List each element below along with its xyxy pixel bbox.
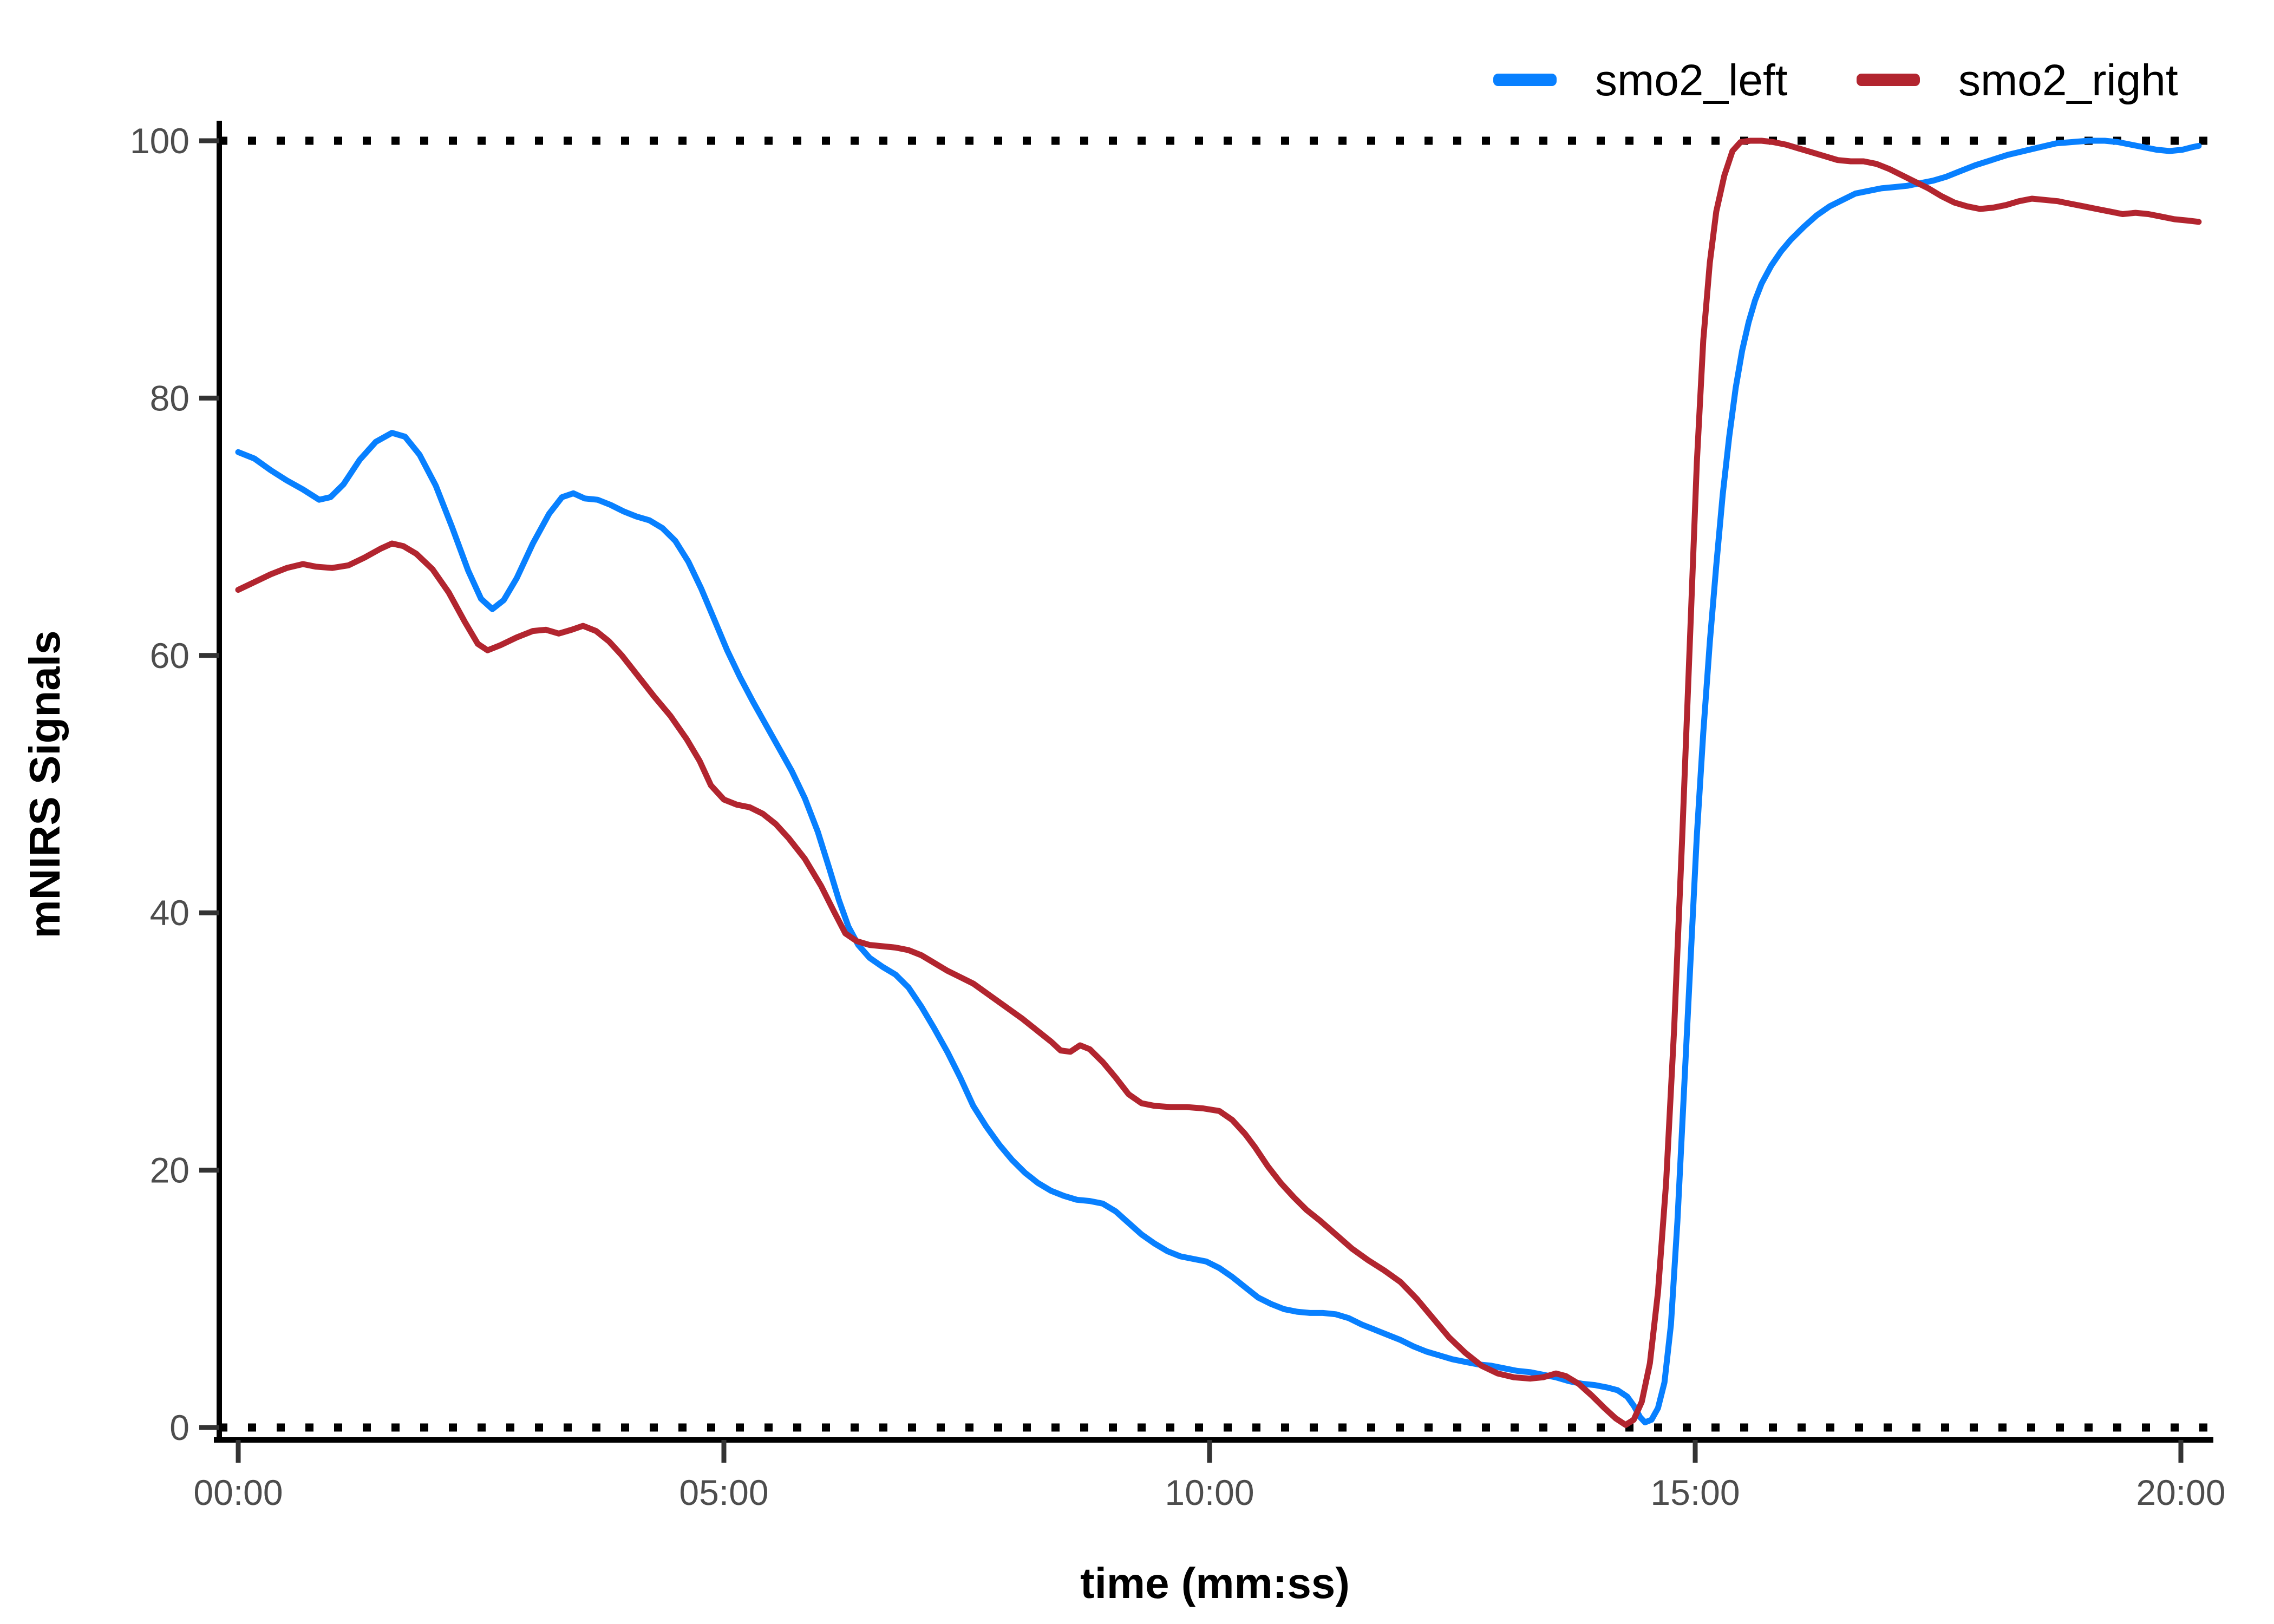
series-line-smo2_left (235, 137, 2202, 1425)
y-tick-label-0: 0 (169, 1407, 190, 1448)
y-axis-ticks: 0 20 40 60 80 100 (130, 121, 219, 1448)
x-tick-label-20:00: 20:00 (2136, 1472, 2225, 1512)
y-tick-label-40: 40 (150, 893, 190, 933)
x-tick-label-00:00: 00:00 (193, 1472, 283, 1512)
series-line-smo2_right (235, 137, 2202, 1428)
legend-key-smo2-left (1493, 74, 1557, 86)
legend: smo2_left smo2_right (1493, 56, 2178, 105)
y-tick-label-80: 80 (150, 378, 190, 418)
y-axis-title: mNIRS Signals (21, 630, 69, 938)
x-axis-ticks: 00:00 05:00 10:00 15:00 20:00 (193, 1440, 2226, 1512)
legend-label-smo2-left: smo2_left (1595, 56, 1788, 105)
y-tick-label-100: 100 (130, 121, 190, 161)
series-lines (235, 137, 2202, 1428)
x-tick-label-10:00: 10:00 (1165, 1472, 1254, 1512)
x-tick-label-15:00: 15:00 (1650, 1472, 1740, 1512)
reference-lines (219, 136, 2211, 1432)
x-axis-title: time (mm:ss) (1080, 1559, 1350, 1607)
y-tick-label-20: 20 (150, 1150, 190, 1190)
legend-key-smo2-right (1857, 74, 1920, 86)
legend-label-smo2-right: smo2_right (1958, 56, 2178, 105)
y-tick-label-60: 60 (150, 636, 190, 676)
x-tick-label-05:00: 05:00 (679, 1472, 768, 1512)
